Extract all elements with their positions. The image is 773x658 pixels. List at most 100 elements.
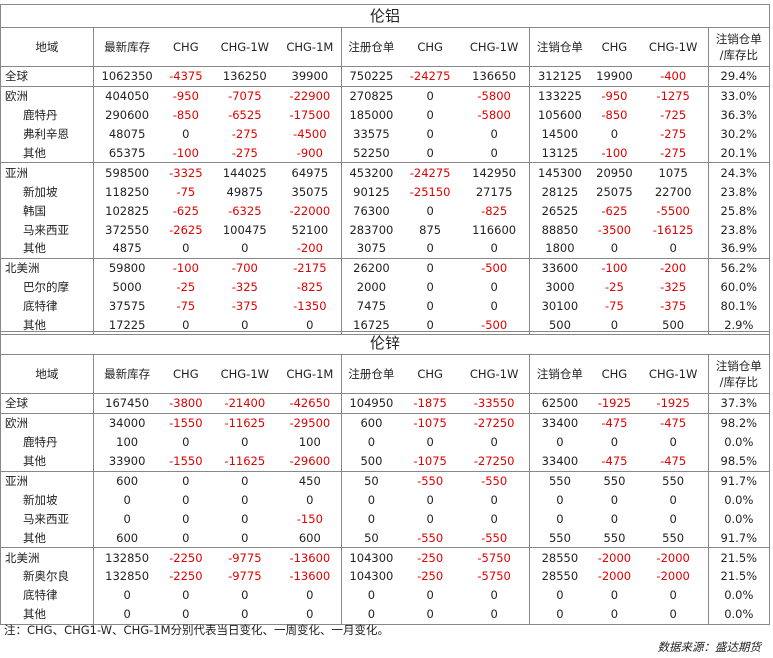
table-cell: 35075 bbox=[291, 184, 329, 199]
table-row: 全球 167450 -3800 -21400 -42650 104950 -1875 -335… bbox=[0, 393, 771, 414]
table-cell: -100 bbox=[160, 257, 212, 278]
column-header: 最新库存 bbox=[92, 27, 161, 67]
table-cell: 550 bbox=[662, 530, 685, 545]
column-header: CHG bbox=[400, 354, 460, 394]
table-cell: 105600 bbox=[528, 105, 591, 125]
table-cell: -200 bbox=[638, 257, 709, 278]
location-name: 新奥尔良 bbox=[0, 567, 94, 586]
table-cell: -400 bbox=[660, 69, 687, 84]
table-cell: 0 bbox=[92, 604, 161, 625]
table-cell: 875 bbox=[419, 222, 442, 237]
table-cell: 0 bbox=[528, 432, 591, 452]
table-cell: -1875 bbox=[413, 396, 447, 411]
table-cell: 30100 bbox=[528, 296, 591, 316]
table-cell: 0 bbox=[400, 85, 460, 106]
table-cell: -75 bbox=[176, 299, 196, 314]
table-cell: -29600 bbox=[289, 454, 331, 469]
location-name: 弗利辛恩 bbox=[0, 124, 94, 144]
column-header: CHG bbox=[160, 354, 212, 394]
table-cell: 0 bbox=[490, 280, 498, 295]
table-cell: 0 bbox=[426, 146, 434, 160]
table-cell: 600 bbox=[92, 470, 161, 491]
table-cell: 132850 bbox=[92, 567, 161, 586]
table-cell: -21400 bbox=[224, 396, 266, 411]
table-cell: 550 bbox=[638, 470, 709, 491]
table-cell: 64975 bbox=[278, 162, 342, 183]
table-cell: -11625 bbox=[224, 454, 266, 469]
table-cell: -825 bbox=[296, 280, 323, 295]
table-cell: 26525 bbox=[528, 201, 591, 221]
table-cell: 0 bbox=[426, 435, 434, 450]
table-cell: 62500 bbox=[528, 393, 591, 414]
table-cell: 0 bbox=[278, 604, 342, 625]
table-cell: 0 bbox=[669, 511, 677, 526]
table-cell: 0 bbox=[490, 511, 498, 526]
table-cell: -2000 bbox=[638, 547, 709, 568]
table-cell: 33.0% bbox=[707, 85, 771, 106]
table-cell: -850 bbox=[172, 108, 199, 123]
table-cell: 167450 bbox=[92, 393, 161, 414]
table-cell: 90125 bbox=[341, 182, 401, 202]
table-cell: 404050 bbox=[92, 85, 161, 106]
table-cell: 104300 bbox=[341, 547, 401, 568]
table-row: 其他 600 0 0 600 50 -550 -550 550 550 550 91.7% bbox=[0, 528, 771, 548]
region-name: 全球 bbox=[0, 393, 94, 414]
table-row: 亚洲 598500 -3325 144025 64975 453200 -24275 1429… bbox=[0, 162, 771, 183]
table-cell: 0 bbox=[241, 588, 249, 603]
table-cell: -4500 bbox=[293, 127, 327, 142]
table-row: 北美洲 59800 -100 -700 -2175 26200 0 -500 33600 -100… bbox=[0, 257, 771, 278]
footnote: 注：CHG、CHG1-W、CHG-1M分别代表当日变化、一周变化、一月变化。 bbox=[4, 623, 390, 637]
table-cell: -7075 bbox=[211, 85, 279, 106]
table-cell: 290600 bbox=[92, 105, 161, 125]
column-header: CHG bbox=[590, 354, 639, 394]
table-cell: 98.5% bbox=[707, 451, 771, 472]
table-row: 其他 65375 -100 -275 -900 52250 0 0 13125 -100 -275 2… bbox=[0, 143, 771, 163]
table-cell: 0 bbox=[211, 604, 279, 625]
table-cell: -500 bbox=[459, 257, 530, 278]
table-cell: 0 bbox=[426, 241, 434, 256]
table-cell: -475 bbox=[590, 412, 639, 433]
table-cell: 0 bbox=[341, 585, 401, 605]
table-cell: 2000 bbox=[341, 277, 401, 297]
location-name: 韩国 bbox=[0, 201, 94, 221]
table-cell: -550 bbox=[417, 530, 444, 545]
table-cell: 88850 bbox=[528, 220, 591, 240]
table-cell: 0 bbox=[341, 604, 401, 625]
table-cell: 0 bbox=[182, 588, 190, 603]
table-cell: 0 bbox=[590, 604, 639, 625]
table-row: 底特律 0 0 0 0 0 0 0 0 0 0 0.0% bbox=[0, 585, 771, 605]
column-header: CHG-1W bbox=[638, 354, 709, 394]
table-cell: 450 bbox=[278, 470, 342, 491]
table-cell: 33400 bbox=[528, 451, 591, 472]
table-cell: 453200 bbox=[341, 162, 401, 183]
table-cell: 48075 bbox=[92, 124, 161, 144]
table-cell: 26200 bbox=[341, 257, 401, 278]
table-cell: 34000 bbox=[92, 412, 161, 433]
table-row: 鹿特丹 100 0 0 100 0 0 0 0 0 0 0.0% bbox=[0, 432, 771, 452]
location-name: 其他 bbox=[0, 604, 94, 625]
table-cell: 0 bbox=[341, 509, 401, 529]
table-row: 亚洲 600 0 0 450 50 -550 -550 550 550 550 91.7% bbox=[0, 470, 771, 491]
location-name: 新加坡 bbox=[0, 182, 94, 202]
table-cell: 29.4% bbox=[707, 66, 771, 87]
table-cell: 36.9% bbox=[707, 239, 771, 259]
table-cell: 33600 bbox=[528, 257, 591, 278]
table-cell: 0 bbox=[669, 492, 677, 507]
table-cell: 33575 bbox=[341, 124, 401, 144]
table-cell: -725 bbox=[660, 108, 687, 123]
table-cell: -24275 bbox=[400, 162, 460, 183]
table-cell: 144025 bbox=[211, 162, 279, 183]
table-cell: 24.3% bbox=[707, 162, 771, 183]
column-header: 地域 bbox=[0, 27, 94, 67]
table-cell: -625 bbox=[172, 203, 199, 218]
table-row: 弗利辛恩 48075 0 -275 -4500 33575 0 0 14500 0 -275 30.2… bbox=[0, 124, 771, 144]
location-name: 其他 bbox=[0, 239, 94, 259]
table-cell: 22700 bbox=[654, 184, 692, 199]
region-name: 北美洲 bbox=[0, 547, 94, 568]
table-row: 其他 17225 0 0 0 16725 0 -500 500 0 500 2.9% bbox=[0, 315, 771, 336]
header-row: 地域 最新库存 CHG CHG-1W CHG-1M 注册仓单 CHG CHG-1W 注销仓单 CH… bbox=[0, 27, 771, 67]
table-cell: -250 bbox=[400, 547, 460, 568]
table-cell: 0 bbox=[490, 435, 498, 450]
table-cell: -625 bbox=[601, 203, 628, 218]
